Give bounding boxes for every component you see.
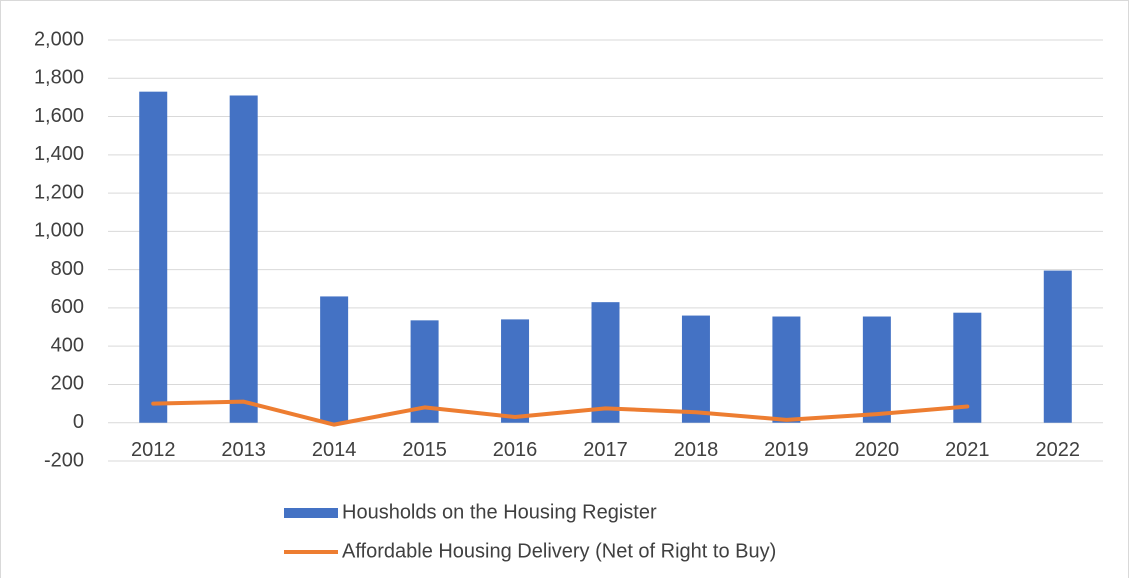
x-tick-label: 2020 [855, 439, 900, 461]
bar [501, 319, 530, 423]
y-tick-label: 2,000 [34, 28, 84, 50]
bar [1043, 270, 1072, 423]
bar [320, 296, 349, 423]
y-tick-label: 1,600 [34, 105, 84, 127]
y-tick-label: 1,400 [34, 143, 84, 165]
bar [772, 316, 801, 423]
bar [591, 302, 620, 423]
x-tick-label: 2022 [1036, 439, 1081, 461]
bar [139, 91, 168, 423]
y-tick-label: 1,200 [34, 181, 84, 203]
y-tick-label: -200 [44, 449, 84, 471]
x-tick-label: 2012 [131, 439, 176, 461]
y-tick-label: 400 [51, 334, 84, 356]
legend-swatch [284, 508, 338, 518]
x-tick-label: 2016 [493, 439, 538, 461]
bar [229, 95, 258, 423]
bar [953, 312, 982, 423]
legend-label: Housholds on the Housing Register [342, 501, 657, 523]
y-tick-label: 0 [73, 411, 84, 433]
legend-label: Affordable Housing Delivery (Net of Righ… [342, 540, 776, 562]
y-tick-label: 200 [51, 373, 84, 395]
x-tick-label: 2013 [221, 439, 266, 461]
bar [862, 316, 891, 423]
x-tick-label: 2017 [583, 439, 628, 461]
y-tick-label: 800 [51, 258, 84, 280]
x-tick-label: 2014 [312, 439, 357, 461]
line [151, 399, 970, 427]
y-tick-label: 1,000 [34, 220, 84, 242]
x-tick-label: 2018 [674, 439, 719, 461]
y-tick-label: 1,800 [34, 67, 84, 89]
x-tick-label: 2021 [945, 439, 990, 461]
y-tick-label: 600 [51, 296, 84, 318]
bar [681, 315, 710, 423]
x-tick-label: 2019 [764, 439, 809, 461]
x-tick-label: 2015 [402, 439, 447, 461]
